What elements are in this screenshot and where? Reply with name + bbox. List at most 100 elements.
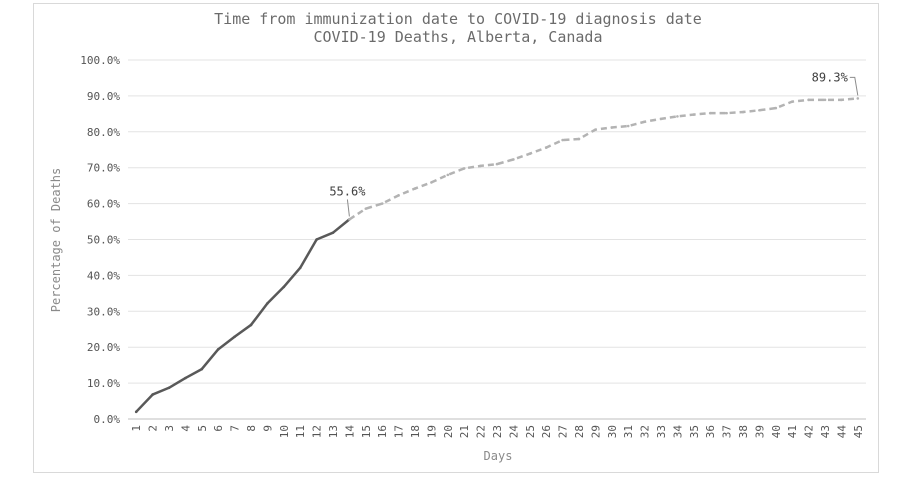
data-point — [430, 181, 433, 184]
y-tick-label: 30.0% — [87, 305, 120, 318]
data-point — [446, 173, 450, 177]
data-point — [216, 348, 220, 351]
data-point — [725, 111, 728, 115]
gridlines — [128, 59, 866, 420]
x-axis-title: Days — [484, 449, 513, 463]
x-tick-label: 43 — [819, 425, 832, 438]
data-point — [134, 410, 138, 414]
data-point — [282, 285, 286, 289]
x-tick-label: 3 — [163, 425, 176, 432]
data-point — [331, 231, 335, 234]
x-tick-label: 34 — [671, 425, 684, 439]
data-point — [348, 218, 351, 221]
data-point — [397, 194, 400, 197]
data-point — [528, 152, 532, 155]
data-annotations: 55.6% 89.3% — [329, 70, 859, 217]
x-tick-label: 26 — [540, 425, 553, 438]
x-tick-label: 39 — [753, 425, 766, 438]
data-point — [151, 393, 154, 396]
x-tick-label: 16 — [376, 425, 389, 438]
annotation-leader-line — [849, 76, 859, 96]
series-line-solid — [135, 218, 351, 413]
data-point — [298, 266, 302, 270]
x-tick-label: 19 — [425, 425, 438, 438]
x-tick-label: 22 — [475, 425, 488, 438]
data-point — [659, 117, 663, 121]
x-tick-label: 31 — [622, 425, 635, 438]
data-point — [758, 108, 761, 112]
data-point — [315, 238, 318, 241]
data-point — [790, 100, 794, 103]
x-tick-label: 42 — [803, 425, 816, 438]
data-point — [823, 98, 827, 102]
x-tick-label: 30 — [606, 425, 619, 438]
y-tick-label: 50.0% — [87, 234, 120, 247]
data-point — [708, 111, 712, 115]
x-tick-label: 45 — [852, 425, 865, 438]
x-tick-label: 33 — [655, 425, 668, 438]
x-tick-label: 5 — [196, 425, 209, 432]
chart-subtitle: COVID-19 Deaths, Alberta, Canada — [314, 28, 603, 46]
data-point — [462, 167, 466, 170]
y-tick-label: 0.0% — [94, 413, 121, 426]
y-tick-label: 20.0% — [87, 341, 120, 354]
data-point — [643, 120, 646, 124]
x-tick-label: 44 — [835, 425, 848, 439]
x-tick-label: 18 — [409, 425, 422, 438]
data-point — [380, 202, 384, 205]
x-tick-label: 8 — [245, 425, 258, 432]
data-point — [676, 115, 679, 118]
x-tick-label: 11 — [294, 425, 307, 438]
x-tick-label: 25 — [524, 425, 537, 438]
chart-frame — [33, 3, 879, 473]
x-tick-label: 2 — [147, 425, 160, 432]
data-label: 55.6% — [329, 184, 366, 198]
x-tick-label: 40 — [770, 425, 783, 438]
data-point — [266, 302, 269, 305]
x-tick-label: 29 — [589, 425, 602, 438]
data-point — [200, 367, 204, 371]
x-tick-label: 21 — [458, 425, 471, 438]
data-point — [544, 146, 548, 149]
y-tick-label: 100.0% — [80, 54, 120, 67]
x-tick-label: 1 — [130, 425, 143, 432]
x-tick-label: 27 — [557, 425, 570, 438]
data-point — [856, 97, 860, 100]
data-point — [479, 164, 482, 168]
y-tick-label: 80.0% — [87, 126, 120, 139]
data-point — [512, 158, 515, 161]
x-tick-label: 32 — [639, 425, 652, 438]
x-tick-label: 36 — [704, 425, 717, 438]
x-tick-label: 9 — [261, 425, 274, 432]
x-tick-label: 4 — [179, 425, 192, 432]
data-label: 89.3% — [812, 70, 849, 84]
data-point — [577, 137, 581, 141]
data-point — [594, 128, 597, 131]
data-point — [807, 98, 810, 102]
x-tick-label: 15 — [360, 425, 373, 438]
y-axis-title: Percentage of Deaths — [49, 168, 63, 313]
series-line-dashed — [348, 97, 858, 221]
data-point — [561, 138, 564, 142]
x-tick-label: 24 — [507, 425, 520, 439]
y-tick-label: 10.0% — [87, 377, 120, 390]
chart-title: Time from immunization date to COVID-19 … — [214, 10, 702, 28]
data-point — [741, 110, 745, 114]
y-tick-label: 70.0% — [87, 162, 120, 175]
data-point — [610, 126, 614, 129]
data-point — [184, 376, 187, 380]
x-tick-label: 10 — [278, 425, 291, 438]
data-point — [364, 207, 368, 210]
x-tick-label: 38 — [737, 425, 750, 438]
data-point — [413, 187, 417, 190]
y-tick-label: 90.0% — [87, 90, 120, 103]
data-point — [774, 106, 778, 110]
y-axis-ticks: 0.0% 10.0% 20.0% 30.0% 40.0% 50.0% 60.0% 70.0% 8… — [80, 54, 120, 426]
series-lines — [134, 97, 860, 414]
x-tick-label: 20 — [442, 425, 455, 438]
data-point — [626, 124, 630, 128]
x-tick-label: 13 — [327, 425, 340, 438]
x-tick-label: 28 — [573, 425, 586, 438]
data-point — [692, 113, 696, 116]
